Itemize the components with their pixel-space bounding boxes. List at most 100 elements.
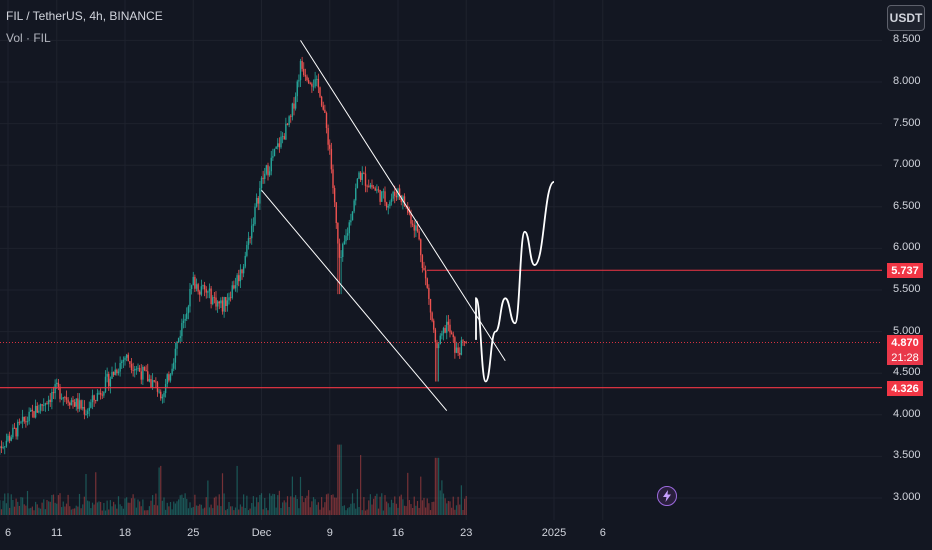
candle-body — [150, 378, 152, 388]
volume-bar — [335, 497, 337, 515]
y-tick-label: 3.500 — [893, 449, 921, 462]
x-tick-label: 18 — [118, 527, 132, 539]
candle-body — [446, 321, 448, 333]
volume-bar — [220, 506, 222, 515]
volume-bar — [0, 509, 3, 515]
candle-body — [80, 400, 82, 409]
candle-body — [176, 342, 178, 349]
volume-bar — [134, 498, 136, 515]
candle-body — [127, 354, 129, 362]
volume-bar — [168, 506, 170, 515]
candle-body — [184, 318, 186, 321]
candle-body — [137, 367, 139, 369]
x-tick-label: 9 — [326, 527, 333, 539]
candle-body — [359, 172, 362, 180]
candle-body — [442, 328, 445, 334]
candle-body — [47, 399, 50, 405]
volume-bar — [90, 508, 92, 515]
y-tick-label: 5.000 — [893, 324, 921, 337]
candle-body — [270, 157, 272, 172]
volume-bar — [340, 444, 342, 515]
volume-bar — [95, 472, 97, 515]
candle-body — [251, 225, 253, 239]
volume-bar — [119, 504, 121, 515]
volume-bar — [438, 457, 440, 515]
volume-bar — [298, 508, 300, 515]
candle-body — [447, 321, 450, 325]
candle-body — [85, 413, 87, 415]
volume-bar — [295, 495, 297, 515]
candle-body — [463, 341, 466, 343]
bar-countdown-tag: 21:28 — [887, 350, 923, 365]
candle-body — [86, 410, 89, 414]
candle-body — [112, 371, 115, 375]
volume-bar — [299, 476, 302, 515]
candle-body — [231, 285, 233, 298]
candle-body — [361, 173, 363, 180]
candle-body — [195, 284, 198, 289]
candle-body — [28, 411, 30, 422]
volume-bar — [116, 508, 118, 515]
volume-bar — [124, 498, 126, 515]
volume-bar — [408, 500, 410, 515]
candle-body — [421, 255, 424, 269]
candle-body — [148, 378, 151, 382]
candle-body — [65, 397, 68, 400]
candle-body — [439, 335, 441, 345]
volume-bar — [397, 507, 399, 515]
volume-bar — [376, 493, 378, 515]
volume-bar — [306, 495, 308, 515]
projection-path — [475, 180, 555, 383]
candle-body — [8, 435, 11, 441]
volume-bar — [316, 504, 318, 515]
candle-body — [301, 60, 303, 69]
volume-bar — [447, 500, 449, 515]
volume-bar — [377, 508, 380, 515]
lightning-bolt-icon[interactable] — [657, 486, 677, 506]
volume-bar — [348, 507, 350, 515]
volume-bar — [290, 496, 292, 515]
candle-body — [210, 288, 212, 305]
candle-body — [441, 333, 443, 336]
volume-bar — [165, 509, 167, 515]
volume-bar — [392, 502, 394, 515]
volume-bar — [238, 509, 240, 515]
volume-bar — [454, 509, 456, 515]
candle-body — [254, 206, 256, 225]
volume-bar — [395, 503, 397, 515]
currency-button[interactable]: USDT — [887, 5, 925, 31]
candle-body — [43, 405, 45, 407]
volume-bar — [265, 507, 267, 515]
candle-body — [54, 384, 56, 394]
candle-body — [156, 382, 159, 392]
volume-bar — [139, 501, 141, 515]
volume-bar — [17, 501, 19, 515]
candle-body — [49, 399, 51, 402]
candle-body — [307, 80, 310, 83]
candle-body — [179, 336, 181, 339]
candle-body — [23, 416, 25, 422]
candle-body — [90, 402, 92, 408]
volume-bar — [296, 498, 298, 515]
candle-body — [153, 380, 155, 382]
candle-body — [418, 231, 420, 240]
candle-body — [252, 224, 255, 226]
candle-body — [299, 60, 302, 81]
candle-body — [384, 191, 386, 203]
candle-body — [283, 136, 285, 140]
candle-body — [277, 143, 279, 147]
volume-bar — [309, 507, 311, 515]
candle-body — [20, 421, 22, 423]
volume-bar — [75, 505, 77, 515]
volume-bar — [416, 500, 419, 515]
candle-body — [455, 347, 458, 353]
candle-body — [433, 320, 435, 330]
volume-bar — [428, 503, 430, 515]
candle-body — [454, 337, 456, 353]
grid — [0, 0, 882, 520]
volume-bar — [254, 506, 256, 515]
candle-body — [290, 116, 292, 118]
volume-indicator-label[interactable]: Vol · FIL — [6, 31, 51, 45]
